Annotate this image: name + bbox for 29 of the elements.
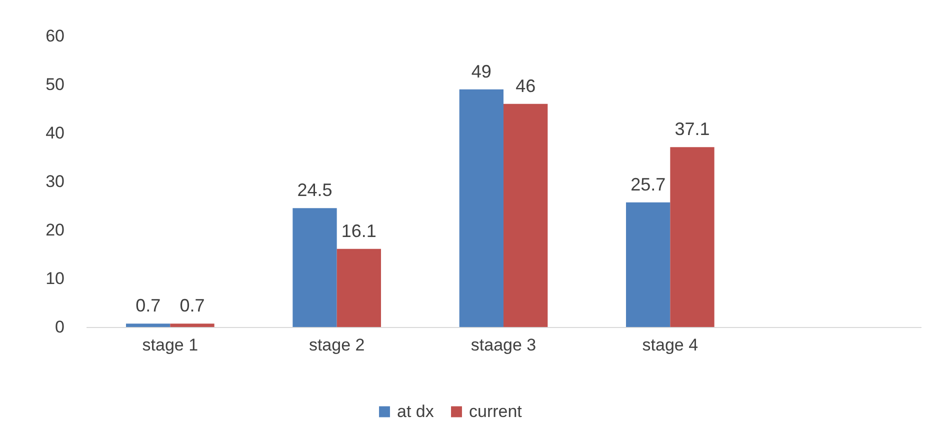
y-tick-label: 10 bbox=[46, 269, 64, 288]
y-tick-label: 60 bbox=[46, 26, 64, 46]
data-label: 46 bbox=[516, 76, 536, 96]
bar bbox=[126, 324, 170, 327]
bar bbox=[670, 147, 714, 327]
y-tick-label: 50 bbox=[46, 75, 64, 94]
y-tick-label: 30 bbox=[46, 172, 64, 191]
bar bbox=[459, 89, 504, 327]
y-tick-label: 20 bbox=[46, 220, 64, 240]
data-label: 0.7 bbox=[136, 296, 161, 316]
y-tick-label: 40 bbox=[46, 124, 64, 142]
data-label: 37.1 bbox=[674, 119, 710, 140]
x-tick-label: stage 2 bbox=[308, 336, 365, 354]
legend-label: current bbox=[469, 402, 522, 421]
bar bbox=[170, 324, 214, 327]
y-tick-label: 0 bbox=[55, 318, 64, 336]
data-label: 24.5 bbox=[297, 180, 332, 200]
data-label: 0.7 bbox=[180, 296, 205, 316]
data-label: 25.7 bbox=[630, 174, 666, 194]
x-tick-label: stage 4 bbox=[642, 336, 698, 354]
data-label: 49 bbox=[471, 61, 492, 82]
data-label: 16.1 bbox=[341, 220, 376, 241]
bar bbox=[336, 248, 381, 327]
bar bbox=[504, 104, 548, 327]
x-tick-label: staage 3 bbox=[470, 336, 536, 354]
bar bbox=[626, 202, 670, 327]
x-tick-label: stage 1 bbox=[142, 336, 198, 354]
bar bbox=[292, 208, 337, 327]
legend-label: at dx bbox=[397, 402, 434, 421]
